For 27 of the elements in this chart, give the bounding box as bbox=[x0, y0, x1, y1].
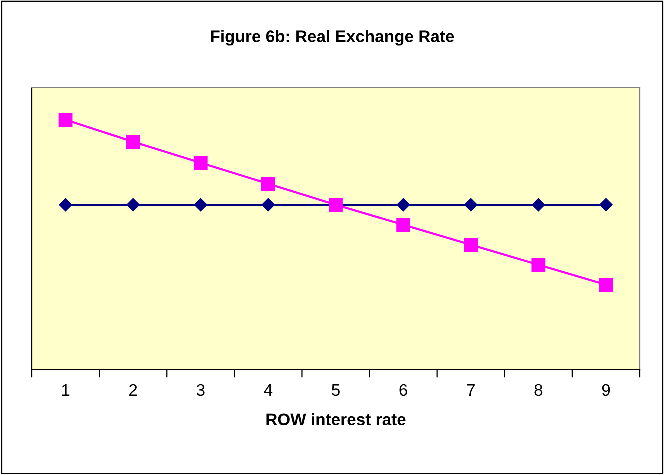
point bbox=[126, 135, 140, 149]
point bbox=[59, 198, 72, 212]
point bbox=[194, 198, 208, 212]
x-tick-label: 2 bbox=[130, 384, 138, 396]
point bbox=[126, 198, 140, 212]
x-tick-label: 7 bbox=[467, 384, 475, 396]
point bbox=[396, 198, 410, 212]
x-tick-label: 5 bbox=[332, 384, 340, 396]
point bbox=[600, 198, 613, 212]
point bbox=[464, 198, 478, 212]
x-axis-title: ROW interest rate bbox=[266, 413, 406, 426]
x-tick-label: 1 bbox=[62, 384, 70, 396]
point bbox=[464, 238, 478, 252]
point bbox=[194, 156, 208, 170]
chart-title: Figure 6b: Real Exchange Rate bbox=[211, 30, 454, 46]
x-tick-label: 8 bbox=[534, 384, 543, 396]
x-tick-label: 3 bbox=[196, 384, 205, 396]
point bbox=[599, 278, 614, 292]
point bbox=[532, 198, 546, 212]
x-tick-label: 6 bbox=[400, 384, 408, 396]
x-tick-label: 9 bbox=[602, 384, 610, 396]
point bbox=[262, 198, 276, 212]
point bbox=[262, 177, 276, 191]
x-tick-label: 4 bbox=[264, 384, 273, 396]
point bbox=[396, 218, 410, 232]
point bbox=[532, 258, 546, 272]
point bbox=[58, 113, 73, 127]
